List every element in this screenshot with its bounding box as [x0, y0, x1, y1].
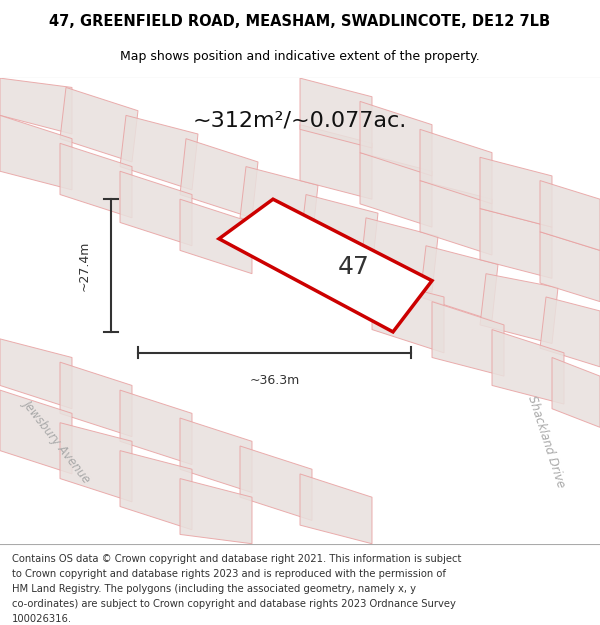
Polygon shape: [372, 278, 444, 353]
Polygon shape: [300, 474, 372, 544]
Polygon shape: [180, 139, 258, 218]
Polygon shape: [240, 446, 312, 521]
Text: ~312m²/~0.077ac.: ~312m²/~0.077ac.: [193, 110, 407, 130]
Text: to Crown copyright and database rights 2023 and is reproduced with the permissio: to Crown copyright and database rights 2…: [12, 569, 446, 579]
Polygon shape: [360, 152, 432, 227]
Polygon shape: [0, 116, 72, 190]
Text: HM Land Registry. The polygons (including the associated geometry, namely x, y: HM Land Registry. The polygons (includin…: [12, 584, 416, 594]
Text: Jewsbury Avenue: Jewsbury Avenue: [20, 398, 94, 486]
Polygon shape: [240, 167, 318, 241]
Polygon shape: [219, 199, 432, 332]
Polygon shape: [120, 451, 192, 530]
Polygon shape: [180, 199, 252, 274]
Text: Map shows position and indicative extent of the property.: Map shows position and indicative extent…: [120, 50, 480, 62]
Polygon shape: [120, 390, 192, 464]
Text: ~27.4m: ~27.4m: [77, 241, 91, 291]
Polygon shape: [180, 418, 252, 492]
Polygon shape: [60, 362, 132, 437]
Polygon shape: [480, 158, 552, 227]
Polygon shape: [300, 125, 372, 199]
Polygon shape: [432, 302, 504, 376]
Text: 47: 47: [337, 255, 369, 279]
Polygon shape: [540, 181, 600, 251]
Polygon shape: [300, 78, 372, 148]
Text: Contains OS data © Crown copyright and database right 2021. This information is : Contains OS data © Crown copyright and d…: [12, 554, 461, 564]
Polygon shape: [420, 246, 498, 320]
Polygon shape: [120, 171, 192, 246]
Polygon shape: [0, 339, 72, 409]
Polygon shape: [120, 116, 198, 190]
Polygon shape: [0, 78, 72, 134]
Text: ~36.3m: ~36.3m: [250, 374, 299, 388]
Text: co-ordinates) are subject to Crown copyright and database rights 2023 Ordnance S: co-ordinates) are subject to Crown copyr…: [12, 599, 456, 609]
Polygon shape: [60, 88, 138, 162]
Polygon shape: [300, 194, 378, 269]
Polygon shape: [180, 479, 252, 544]
Text: 47, GREENFIELD ROAD, MEASHAM, SWADLINCOTE, DE12 7LB: 47, GREENFIELD ROAD, MEASHAM, SWADLINCOT…: [49, 14, 551, 29]
Polygon shape: [480, 274, 558, 344]
Polygon shape: [492, 329, 564, 404]
Polygon shape: [420, 129, 492, 204]
Text: Shackland Drive: Shackland Drive: [525, 394, 567, 489]
Polygon shape: [360, 217, 438, 292]
Polygon shape: [552, 357, 600, 428]
Polygon shape: [420, 181, 492, 255]
Polygon shape: [60, 143, 132, 218]
Polygon shape: [480, 209, 552, 278]
Polygon shape: [540, 297, 600, 367]
Polygon shape: [360, 101, 432, 176]
Text: 100026316.: 100026316.: [12, 614, 72, 624]
Polygon shape: [540, 232, 600, 302]
Polygon shape: [60, 422, 132, 502]
Polygon shape: [0, 390, 72, 474]
